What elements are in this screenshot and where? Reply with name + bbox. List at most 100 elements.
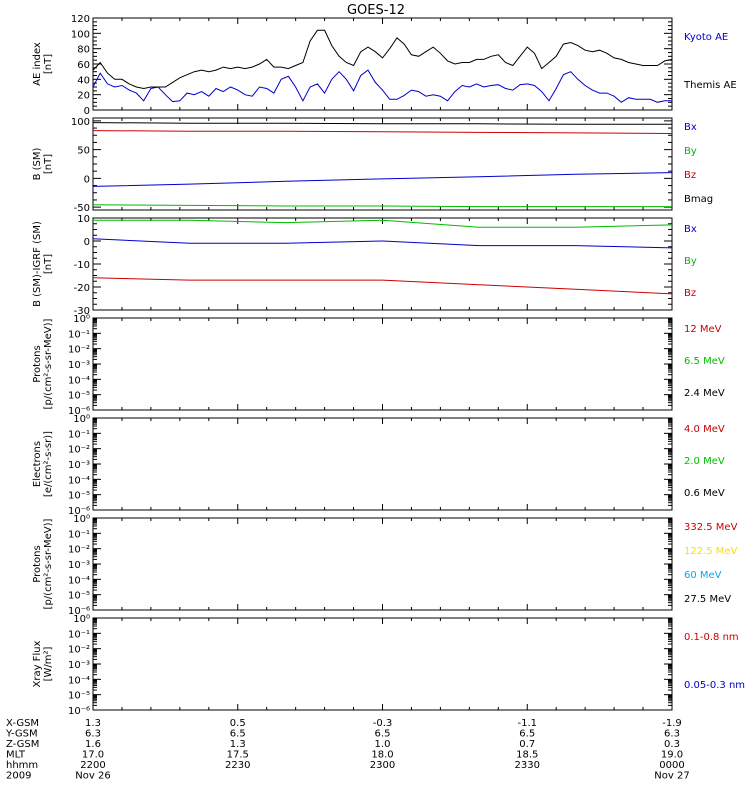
panel-ae: 0 20 40 60 80 100 120 AE index[nT] Kyoto AE Themi… bbox=[32, 14, 737, 117]
legend-entry: Kyoto AE bbox=[684, 32, 728, 43]
y-tick-label: -10 bbox=[74, 260, 90, 271]
x-axis-row-value: 18.0 bbox=[371, 750, 393, 761]
x-axis-row-value: 2200 bbox=[80, 760, 105, 771]
x-axis-row-value: Nov 27 bbox=[654, 771, 689, 782]
y-axis-label-line: B (SM)-IGRF (SM) bbox=[32, 221, 43, 307]
y-tick-label: 10⁰ bbox=[73, 614, 90, 625]
x-axis-row-value: 0000 bbox=[659, 760, 684, 771]
y-axis-label-line: [nT] bbox=[43, 254, 54, 274]
x-axis-row-value: 2230 bbox=[225, 760, 250, 771]
legend-entry: Bmag bbox=[684, 194, 713, 205]
y-tick-label: 0 bbox=[84, 106, 90, 117]
x-axis-row-value: 1.6 bbox=[85, 739, 101, 750]
y-tick-label: 100 bbox=[71, 117, 90, 128]
legend-entry: 12 MeV bbox=[684, 324, 722, 335]
x-axis-row-value: 0.5 bbox=[230, 718, 246, 729]
y-tick-label: 10⁻² bbox=[68, 345, 90, 356]
panel-bsm: -50 0 50 100 B (SM)[nT] Bx By Bz Bmag bbox=[32, 117, 713, 214]
y-tick-label: -20 bbox=[74, 283, 90, 294]
x-axis-row-value: 6.5 bbox=[230, 729, 246, 740]
x-axis-row-value: -1.1 bbox=[517, 718, 537, 729]
y-axis-label-line: [nT] bbox=[43, 154, 54, 174]
y-tick-label: 10⁰ bbox=[73, 514, 90, 525]
y-axis-label-line: [W/m²] bbox=[43, 646, 54, 681]
y-axis-label: B (SM)-IGRF (SM)[nT] bbox=[32, 221, 54, 307]
y-tick-label: 10⁻⁶ bbox=[68, 406, 90, 417]
y-tick-label: 10⁻¹ bbox=[68, 329, 90, 340]
x-axis-row-value: 0.3 bbox=[664, 739, 680, 750]
figure-title: GOES-12 bbox=[347, 3, 405, 18]
series-line-by bbox=[92, 204, 672, 208]
panel-protons2: 10⁻⁶ 10⁻⁵ 10⁻⁴ 10⁻³ 10⁻² 10⁻¹ 10⁰ Protons[p/(cm… bbox=[32, 514, 738, 617]
x-axis-row-value: 1.3 bbox=[230, 739, 246, 750]
y-tick-label: 10⁻³ bbox=[68, 360, 90, 371]
y-tick-label: 10⁻¹ bbox=[68, 629, 90, 640]
y-tick-label: 0 bbox=[84, 237, 90, 248]
y-tick-label: 10⁻² bbox=[68, 645, 90, 656]
y-tick-label: 10⁻⁶ bbox=[68, 506, 90, 517]
y-tick-label: 10⁰ bbox=[73, 414, 90, 425]
y-tick-label: 60 bbox=[77, 60, 90, 71]
y-tick-label: 10⁻⁶ bbox=[68, 706, 90, 717]
panel-frame bbox=[92, 417, 673, 511]
legend-entry: Bz bbox=[684, 170, 696, 181]
x-axis-row-value: 6.5 bbox=[519, 729, 535, 740]
legend-entry: 27.5 MeV bbox=[684, 594, 731, 605]
panel-frame bbox=[92, 17, 673, 111]
y-tick-label: 10⁻⁵ bbox=[68, 691, 90, 702]
y-tick-label: 10⁻³ bbox=[68, 660, 90, 671]
x-axis-row-label: MLT bbox=[6, 750, 26, 761]
series-line-by bbox=[93, 219, 673, 228]
legend-entry: By bbox=[684, 146, 697, 157]
x-axis-row-value: Nov 26 bbox=[75, 771, 110, 782]
y-tick-label: 50 bbox=[77, 146, 90, 157]
x-axis-row-value: 1.0 bbox=[375, 739, 391, 750]
y-tick-label: 10⁻¹ bbox=[68, 429, 90, 440]
series-line-bx bbox=[92, 172, 673, 187]
y-tick-label: 120 bbox=[71, 14, 90, 25]
x-axis-row-label: 2009 bbox=[6, 771, 31, 782]
panel-xray: 10⁻⁶ 10⁻⁵ 10⁻⁴ 10⁻³ 10⁻² 10⁻¹ 10⁰ Xray Flux[W/m… bbox=[32, 614, 745, 717]
y-axis-label-line: Protons bbox=[32, 545, 43, 582]
y-axis-label: AE index[nT] bbox=[32, 42, 54, 86]
y-tick-label: 10⁻¹ bbox=[68, 529, 90, 540]
series-line-themis-ae bbox=[92, 29, 673, 90]
legend-entry: 60 MeV bbox=[684, 570, 722, 581]
legend-entry: 332.5 MeV bbox=[684, 522, 738, 533]
y-axis-label-line: [nT] bbox=[43, 54, 54, 74]
x-axis-row-label: Z-GSM bbox=[6, 739, 39, 750]
series-line-bmag bbox=[92, 122, 672, 125]
x-axis-row-value: 6.3 bbox=[664, 729, 680, 740]
x-axis-row-value: 6.3 bbox=[85, 729, 101, 740]
y-tick-label: 10⁻⁵ bbox=[68, 391, 90, 402]
x-axis-row-label: hhmm bbox=[6, 760, 38, 771]
y-tick-label: 0 bbox=[84, 174, 90, 185]
panel-electrons: 10⁻⁶ 10⁻⁵ 10⁻⁴ 10⁻³ 10⁻² 10⁻¹ 10⁰ Electrons[e/(… bbox=[32, 414, 725, 517]
y-tick-label: 10⁻³ bbox=[68, 560, 90, 571]
legend-entry: Bz bbox=[684, 288, 696, 299]
legend-entry: 4.0 MeV bbox=[684, 424, 725, 435]
x-axis-row-value: 1.3 bbox=[85, 718, 101, 729]
y-axis-label: B (SM)[nT] bbox=[32, 147, 54, 180]
legend-entry: 2.4 MeV bbox=[684, 388, 725, 399]
legend-entry: Themis AE bbox=[683, 80, 737, 91]
x-axis-row-value: 2330 bbox=[515, 760, 540, 771]
legend-entry: 0.6 MeV bbox=[684, 488, 725, 499]
y-tick-label: -50 bbox=[74, 203, 90, 214]
y-axis-label-line: B (SM) bbox=[32, 147, 43, 180]
panel-frame bbox=[92, 317, 673, 411]
y-tick-label: 100 bbox=[71, 29, 90, 40]
y-axis-label-line: [p/(cm²-s-sr-MeV)] bbox=[43, 318, 54, 409]
series-line-bz bbox=[92, 130, 673, 134]
y-axis-label-line: [e/(cm²-s-sr)] bbox=[43, 431, 54, 497]
panel-bsm-igrf: -30 -20 -10 0 10 B (SM)-IGRF (SM)[nT] Bx By Bz bbox=[32, 214, 697, 317]
x-axis-row-value: 17.0 bbox=[82, 750, 104, 761]
series-line-bz bbox=[92, 277, 673, 295]
y-axis-label: Protons[p/(cm²-s-sr-MeV)] bbox=[32, 518, 54, 609]
series-line-kyoto-ae bbox=[92, 69, 672, 103]
y-tick-label: 10⁻² bbox=[68, 445, 90, 456]
y-axis-label-line: Xray Flux bbox=[32, 640, 43, 687]
x-axis-row-value: -1.9 bbox=[662, 718, 682, 729]
y-tick-label: 10⁻⁴ bbox=[68, 475, 90, 486]
